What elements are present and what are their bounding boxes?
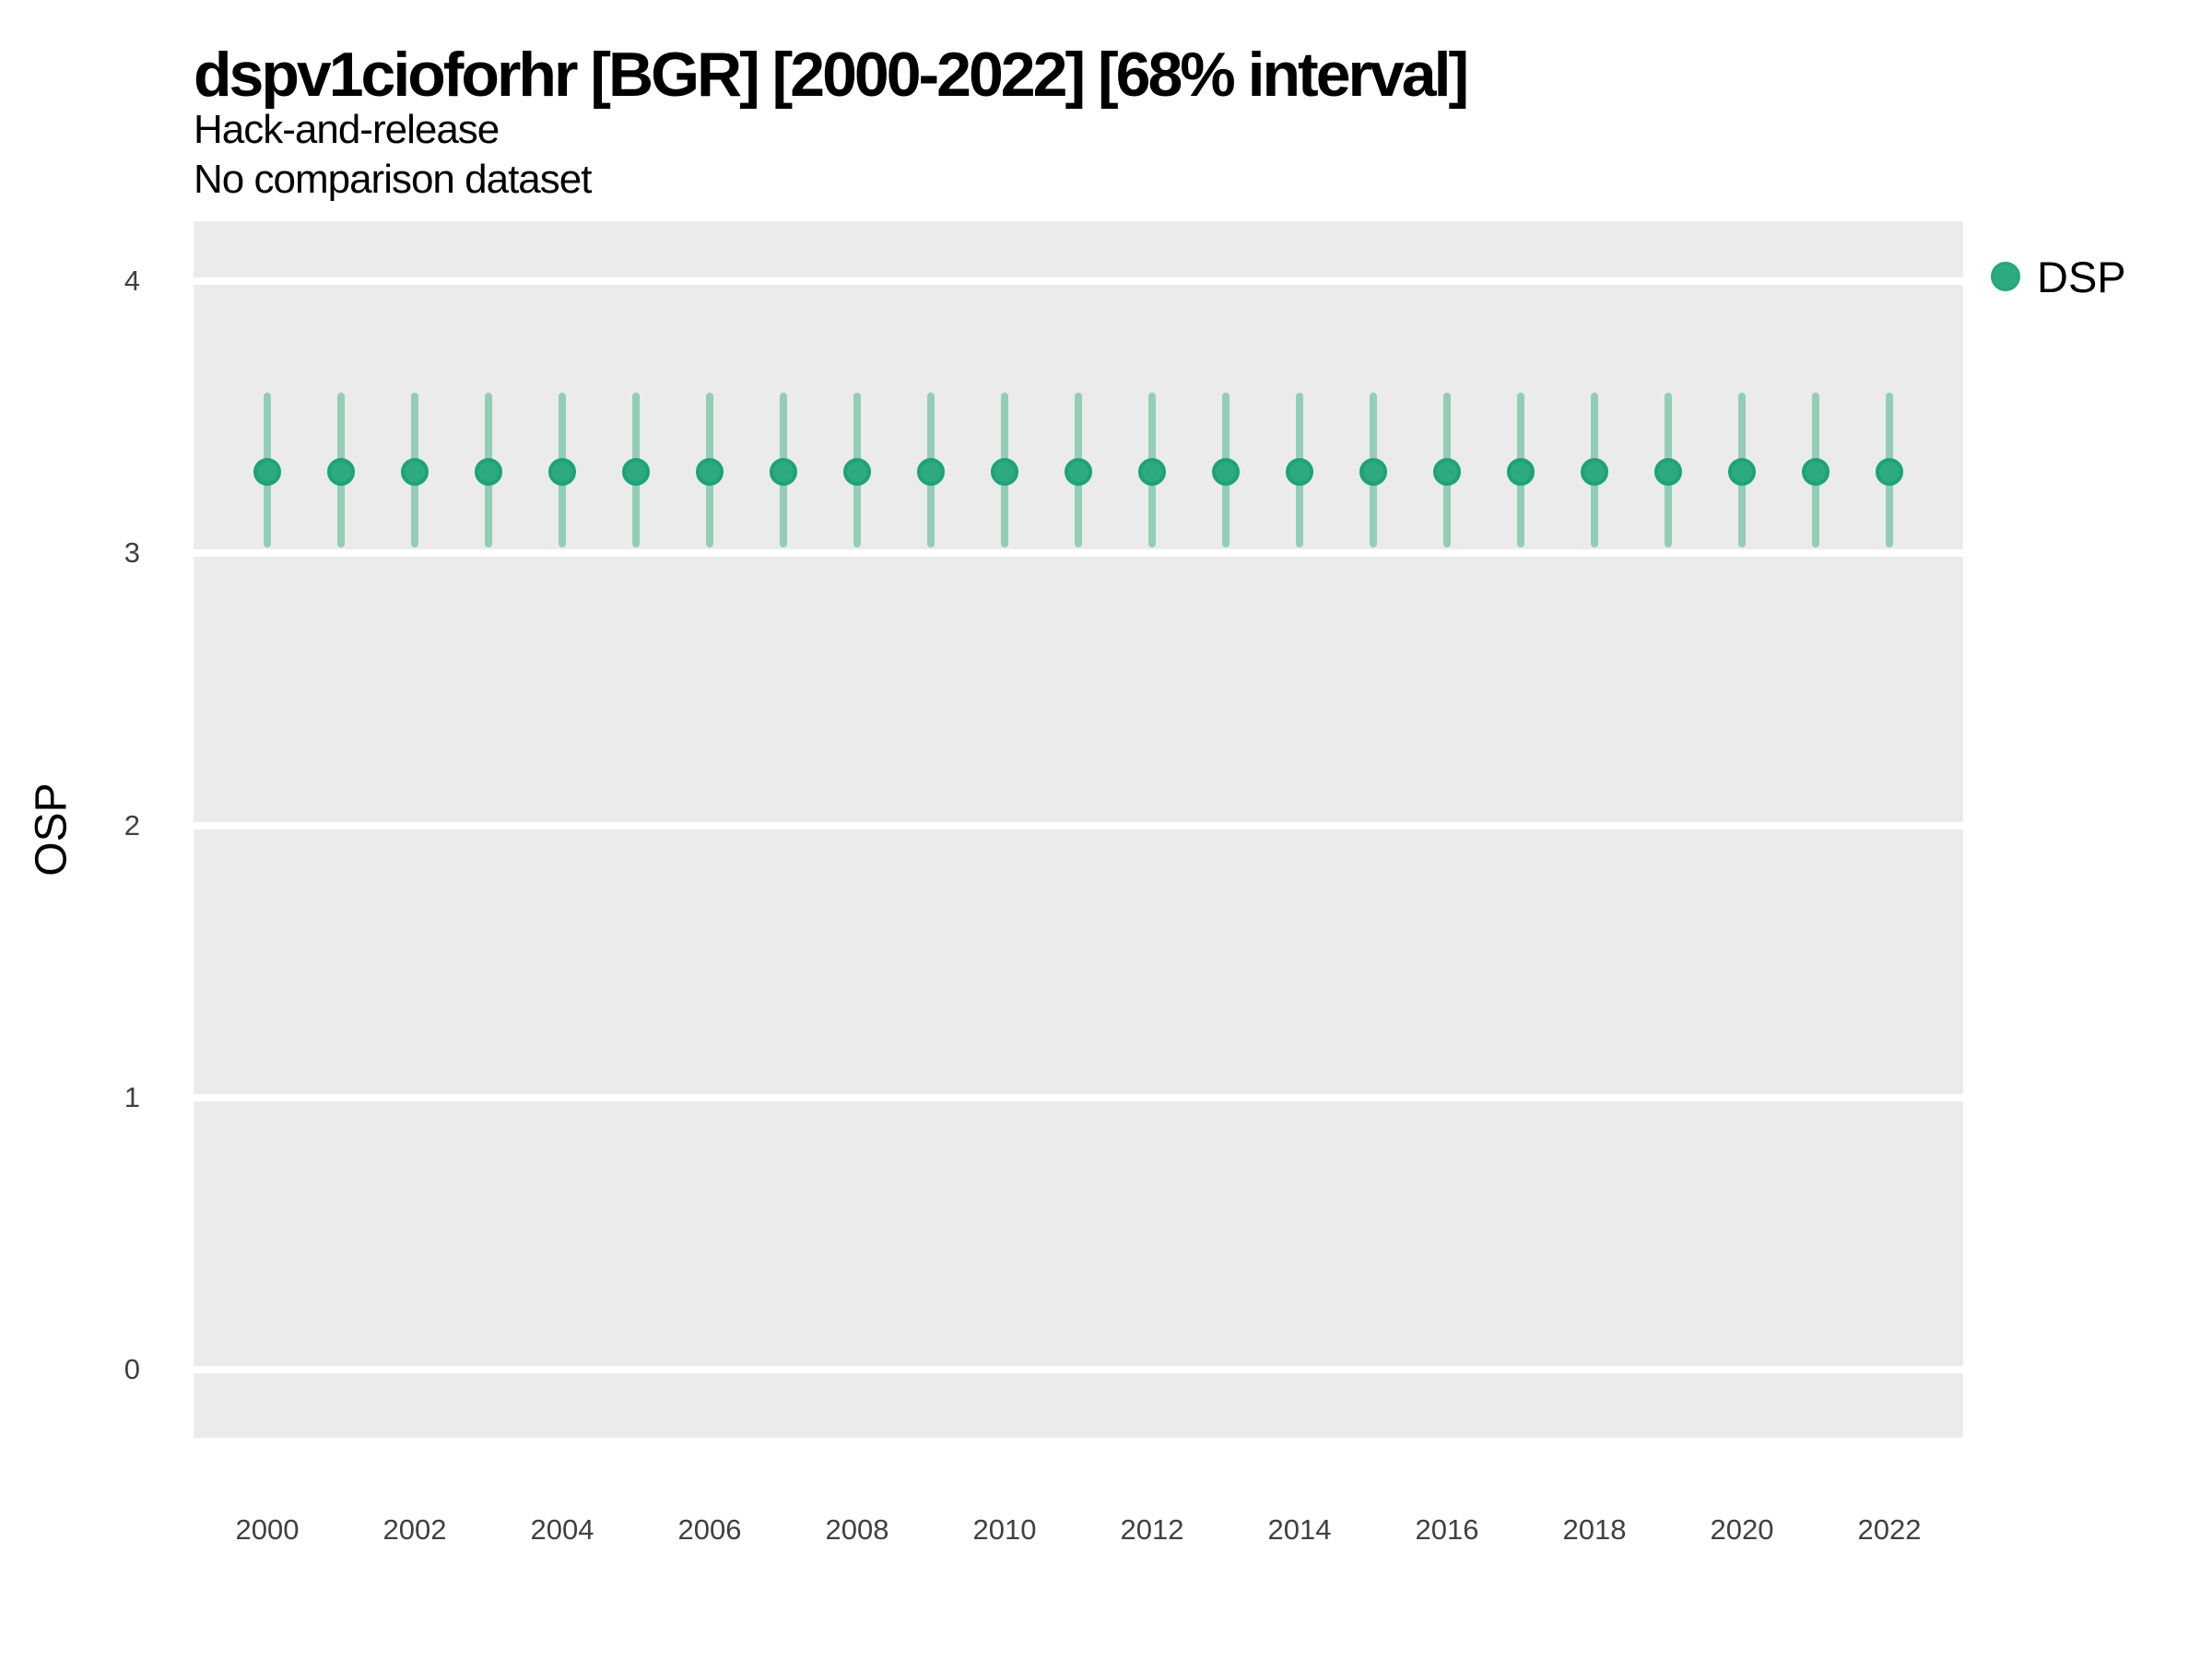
x-tick-label: 2008 (825, 1513, 889, 1546)
data-point-2001 (327, 457, 355, 486)
x-tick-label: 2000 (235, 1513, 300, 1546)
x-tick-label: 2002 (382, 1513, 447, 1546)
y-tick-label: 0 (124, 1353, 140, 1386)
data-point-2020 (1728, 457, 1756, 486)
y-tick-label: 2 (124, 808, 140, 841)
data-point-2003 (475, 457, 502, 486)
gridline-y-2 (194, 821, 1963, 830)
legend: DSP (1991, 249, 2126, 304)
y-tick-label: 1 (124, 1080, 140, 1113)
legend-label: DSP (2037, 252, 2126, 301)
chart-title: dspv1cioforhr [BGR] [2000-2022] [68% int… (194, 40, 1469, 110)
data-point-2009 (917, 457, 945, 486)
data-point-2007 (770, 457, 797, 486)
x-tick-label: 2020 (1710, 1513, 1774, 1546)
x-tick-label: 2014 (1267, 1513, 1332, 1546)
data-point-2010 (991, 457, 1018, 486)
data-point-2017 (1507, 457, 1535, 486)
data-point-2014 (1286, 457, 1313, 486)
data-point-2005 (622, 457, 650, 486)
data-point-2016 (1433, 457, 1461, 486)
data-point-2022 (1876, 457, 1903, 486)
chart-subtitle: Hack-and-release (194, 107, 500, 152)
chart-annotation: No comparison dataset (194, 157, 592, 202)
data-point-2006 (696, 457, 724, 486)
x-tick-label: 2016 (1415, 1513, 1479, 1546)
legend-point-icon (1991, 262, 2020, 291)
gridline-y-1 (194, 1093, 1963, 1101)
x-tick-label: 2022 (1857, 1513, 1922, 1546)
gridline-y-3 (194, 549, 1963, 558)
data-point-2018 (1581, 457, 1608, 486)
x-tick-label: 2006 (677, 1513, 742, 1546)
data-point-2013 (1212, 457, 1240, 486)
data-point-2012 (1138, 457, 1166, 486)
data-point-2002 (401, 457, 429, 486)
gridline-y-4 (194, 276, 1963, 285)
data-point-2004 (548, 457, 576, 486)
y-tick-label: 3 (124, 536, 140, 570)
data-point-2000 (253, 457, 281, 486)
x-tick-label: 2018 (1562, 1513, 1627, 1546)
data-point-2008 (843, 457, 871, 486)
x-tick-label: 2010 (972, 1513, 1037, 1546)
x-tick-label: 2004 (530, 1513, 594, 1546)
data-point-2015 (1359, 457, 1387, 486)
x-tick-label: 2012 (1120, 1513, 1184, 1546)
data-point-2011 (1065, 457, 1092, 486)
y-tick-label: 4 (124, 264, 140, 297)
data-point-2019 (1654, 457, 1682, 486)
data-point-2021 (1802, 457, 1830, 486)
gridline-y-0 (194, 1366, 1963, 1374)
